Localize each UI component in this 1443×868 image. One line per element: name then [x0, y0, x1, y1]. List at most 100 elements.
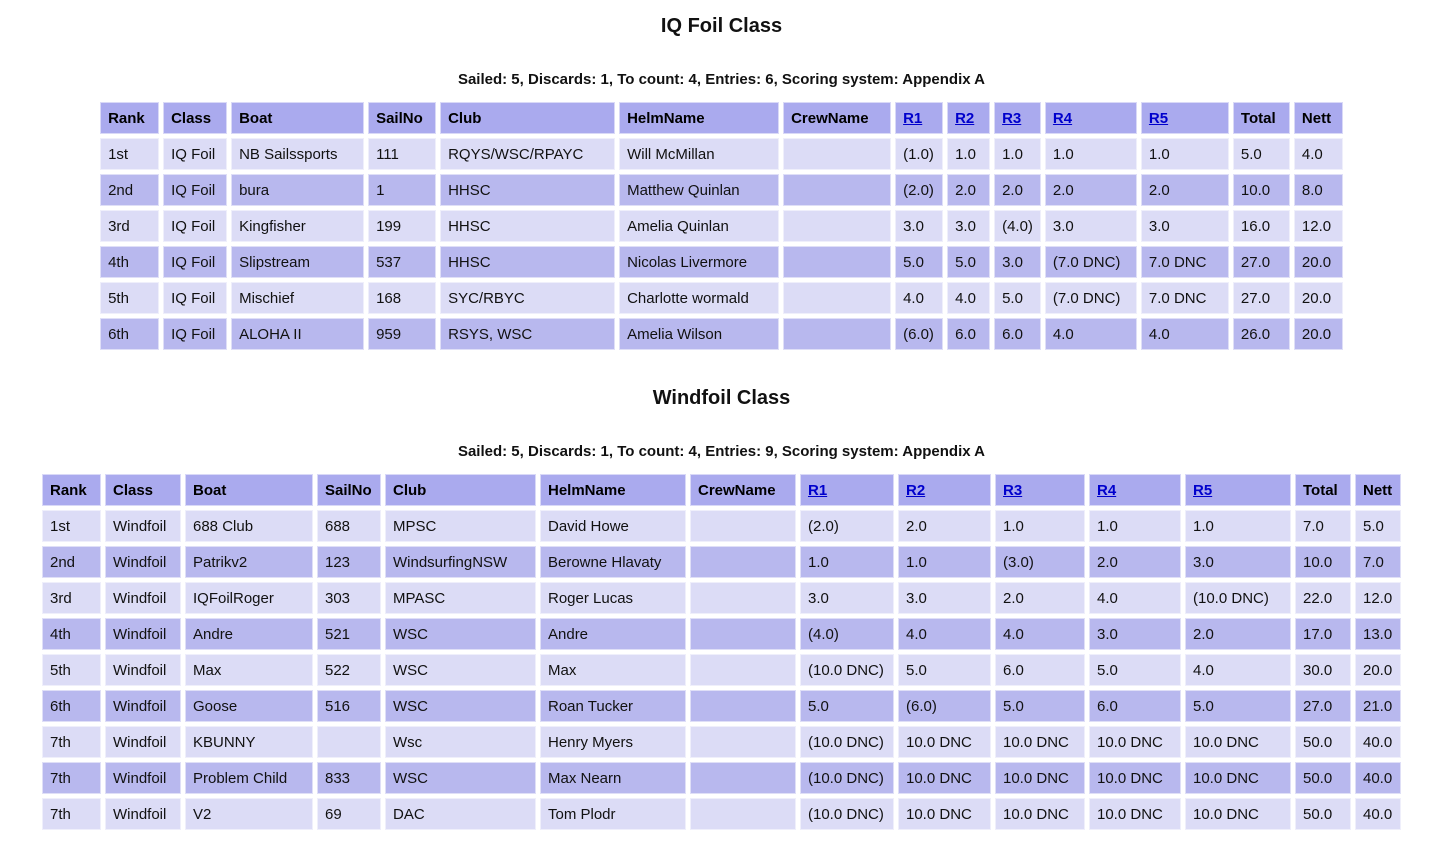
- cell-r5: 1.0: [1140, 138, 1229, 170]
- cell-r1: (10.0 DNC): [800, 798, 894, 830]
- cell-class: IQ Foil: [163, 174, 228, 206]
- race-column-link-r1[interactable]: R1: [903, 109, 923, 127]
- cell-nett: 20.0: [1293, 318, 1343, 350]
- cell-helmname: Berowne Hlavaty: [540, 546, 686, 578]
- cell-rank: 4th: [100, 246, 160, 278]
- cell-r5: 3.0: [1185, 546, 1291, 578]
- cell-crewname: [783, 246, 892, 278]
- cell-helmname: Andre: [540, 618, 686, 650]
- cell-total: 22.0: [1295, 582, 1351, 614]
- race-column-link-r3[interactable]: R3: [1003, 481, 1023, 499]
- cell-total: 5.0: [1232, 138, 1290, 170]
- cell-nett: 20.0: [1293, 282, 1343, 314]
- race-column-link-r3[interactable]: R3: [1002, 109, 1022, 127]
- race-column-link-r4[interactable]: R4: [1052, 109, 1073, 127]
- cell-r5: 4.0: [1185, 654, 1291, 686]
- col-header-club: Club: [440, 102, 616, 134]
- cell-rank: 2nd: [100, 174, 160, 206]
- race-column-link-r2[interactable]: R2: [955, 109, 975, 127]
- col-header-nett: Nett: [1293, 102, 1343, 134]
- cell-helmname: Matthew Quinlan: [619, 174, 780, 206]
- header-row: Rank Class Boat SailNo Club HelmName CrewName R…: [42, 474, 1401, 506]
- cell-total: 26.0: [1232, 318, 1290, 350]
- cell-sailno: 111: [368, 138, 437, 170]
- col-header-nett: Nett: [1355, 474, 1401, 506]
- cell-nett: 5.0: [1355, 510, 1401, 542]
- cell-r2: 3.0: [898, 582, 991, 614]
- cell-rank: 3rd: [42, 582, 101, 614]
- cell-helmname: Max: [540, 654, 686, 686]
- cell-nett: 7.0: [1355, 546, 1401, 578]
- results-table-windfoil: Rank Class Boat SailNo Club HelmName CrewName R…: [38, 470, 1405, 834]
- cell-r5: 10.0 DNC: [1185, 726, 1291, 758]
- cell-rank: 4th: [42, 618, 101, 650]
- cell-rank: 5th: [100, 282, 160, 314]
- col-header-r5: R5: [1140, 102, 1229, 134]
- cell-total: 16.0: [1232, 210, 1290, 242]
- cell-boat: Patrikv2: [185, 546, 313, 578]
- cell-nett: 12.0: [1355, 582, 1401, 614]
- cell-r4: 6.0: [1089, 690, 1181, 722]
- cell-r5: 1.0: [1185, 510, 1291, 542]
- cell-r2: 1.0: [947, 138, 991, 170]
- cell-nett: 20.0: [1355, 654, 1401, 686]
- race-column-link-r5[interactable]: R5: [1193, 481, 1213, 499]
- cell-nett: 21.0: [1355, 690, 1401, 722]
- cell-r3: 10.0 DNC: [995, 762, 1085, 794]
- col-header-r4: R4: [1044, 102, 1137, 134]
- cell-rank: 2nd: [42, 546, 101, 578]
- cell-helmname: David Howe: [540, 510, 686, 542]
- cell-club: MPSC: [385, 510, 536, 542]
- cell-boat: NB Sailssports: [231, 138, 365, 170]
- cell-r5: 10.0 DNC: [1185, 762, 1291, 794]
- cell-nett: 20.0: [1293, 246, 1343, 278]
- col-header-total: Total: [1295, 474, 1351, 506]
- cell-class: Windfoil: [105, 510, 181, 542]
- col-header-rank: Rank: [100, 102, 160, 134]
- cell-class: IQ Foil: [163, 282, 228, 314]
- class-title-iq-foil: IQ Foil Class: [660, 15, 783, 37]
- col-header-r2: R2: [947, 102, 991, 134]
- race-column-link-r2[interactable]: R2: [906, 481, 926, 499]
- race-column-link-r5[interactable]: R5: [1148, 109, 1169, 127]
- cell-class: Windfoil: [105, 582, 181, 614]
- results-table-iq-foil: Rank Class Boat SailNo Club HelmName CrewName R…: [96, 98, 1347, 354]
- cell-r5: 7.0 DNC: [1140, 282, 1229, 314]
- cell-r1: (2.0): [895, 174, 944, 206]
- cell-r1: 1.0: [800, 546, 894, 578]
- section-spacer: [0, 354, 1443, 372]
- cell-rank: 6th: [42, 690, 101, 722]
- race-column-link-r1[interactable]: R1: [808, 481, 828, 499]
- cell-total: 10.0: [1295, 546, 1351, 578]
- cell-r4: 4.0: [1044, 318, 1137, 350]
- cell-r4: 2.0: [1089, 546, 1181, 578]
- cell-r1: (6.0): [895, 318, 944, 350]
- race-column-link-r4[interactable]: R4: [1097, 481, 1117, 499]
- cell-class: IQ Foil: [163, 246, 228, 278]
- result-row: 7th Windfoil V2 69 DAC Tom Plodr (10.0 DNC) 10.…: [42, 798, 1401, 830]
- cell-r4: 1.0: [1089, 510, 1181, 542]
- cell-r3: 5.0: [994, 282, 1041, 314]
- cell-r3: 10.0 DNC: [995, 798, 1085, 830]
- col-header-r1: R1: [895, 102, 944, 134]
- cell-r3: 5.0: [995, 690, 1085, 722]
- cell-sailno: 833: [317, 762, 381, 794]
- cell-r4: 1.0: [1044, 138, 1137, 170]
- cell-boat: Andre: [185, 618, 313, 650]
- result-row: 4th IQ Foil Slipstream 537 HHSC Nicolas Liver…: [100, 246, 1343, 278]
- cell-r2: 1.0: [898, 546, 991, 578]
- cell-boat: IQFoilRoger: [185, 582, 313, 614]
- cell-r1: (4.0): [800, 618, 894, 650]
- cell-helmname: Henry Myers: [540, 726, 686, 758]
- cell-sailno: 199: [368, 210, 437, 242]
- cell-boat: Mischief: [231, 282, 365, 314]
- cell-nett: 8.0: [1293, 174, 1343, 206]
- cell-r4: 10.0 DNC: [1089, 798, 1181, 830]
- cell-r3: 2.0: [994, 174, 1041, 206]
- cell-total: 50.0: [1295, 798, 1351, 830]
- col-header-r3: R3: [994, 102, 1041, 134]
- cell-crewname: [783, 318, 892, 350]
- cell-crewname: [783, 138, 892, 170]
- cell-r2: 2.0: [898, 510, 991, 542]
- cell-sailno: 959: [368, 318, 437, 350]
